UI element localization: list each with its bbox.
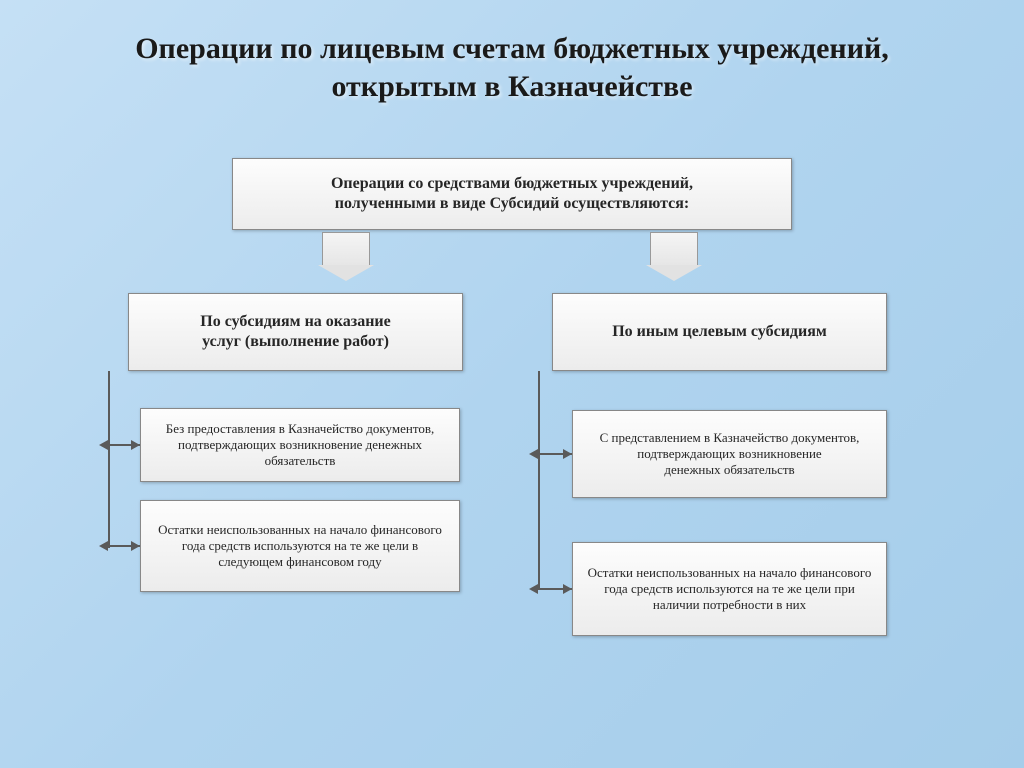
arrow-right-icon bbox=[131, 440, 140, 450]
arrow-right-icon bbox=[563, 449, 572, 459]
top-box-line1: Операции со средствами бюджетных учрежде… bbox=[331, 174, 693, 194]
right-header-box: По иным целевым субсидиям bbox=[552, 293, 887, 371]
branch-vline bbox=[108, 371, 110, 548]
top-box: Операции со средствами бюджетных учрежде… bbox=[232, 158, 792, 230]
right-sub1-box: С представлением в Казначейство документ… bbox=[572, 410, 887, 498]
left-sub2-box: Остатки неиспользованных на начало финан… bbox=[140, 500, 460, 592]
right-sub2-box: Остатки неиспользованных на начало финан… bbox=[572, 542, 887, 636]
arrow-left-icon bbox=[529, 584, 538, 594]
left-header-line2: услуг (выполнение работ) bbox=[200, 332, 390, 352]
arrow-left-icon bbox=[529, 449, 538, 459]
arrow-right-icon bbox=[131, 541, 140, 551]
slide-title: Операции по лицевым счетам бюджетных учр… bbox=[0, 0, 1024, 115]
left-header-text: По субсидиям на оказание услуг (выполнен… bbox=[200, 312, 390, 352]
top-box-text: Операции со средствами бюджетных учрежде… bbox=[331, 174, 693, 214]
left-header-box: По субсидиям на оказание услуг (выполнен… bbox=[128, 293, 463, 371]
left-header-line1: По субсидиям на оказание bbox=[200, 312, 390, 332]
arrow-down-left bbox=[322, 232, 370, 266]
arrow-left-icon bbox=[99, 541, 108, 551]
arrow-left-icon bbox=[99, 440, 108, 450]
top-box-line2: полученными в виде Субсидий осуществляют… bbox=[331, 194, 693, 214]
left-sub1-box: Без предоставления в Казначейство докуме… bbox=[140, 408, 460, 482]
arrow-right-icon bbox=[563, 584, 572, 594]
arrow-down-right bbox=[650, 232, 698, 266]
branch-vline bbox=[538, 371, 540, 590]
